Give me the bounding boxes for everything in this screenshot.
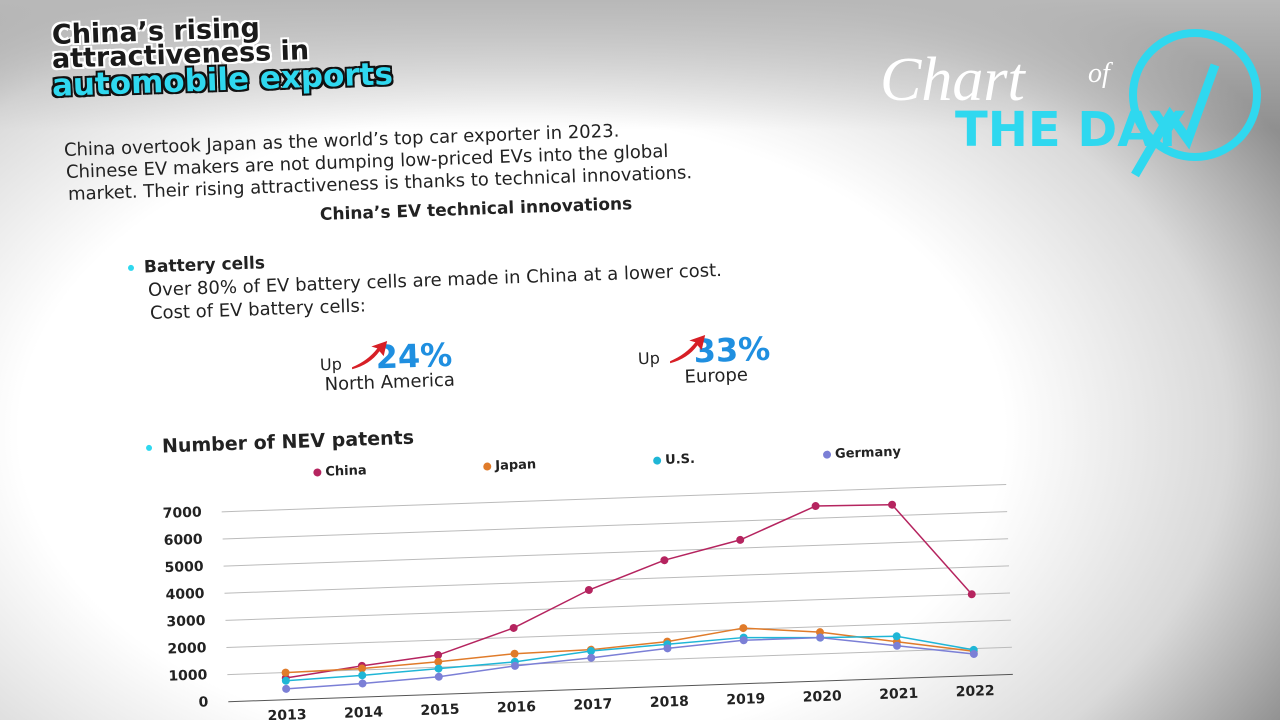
data-point [587,647,596,656]
data-point [893,641,902,650]
x-tick-label: 2021 [879,686,919,703]
x-tick-label: 2015 [420,702,460,719]
grid-line [227,646,1012,676]
grid-line [223,538,1009,567]
data-point [584,586,593,595]
x-tick-label: 2020 [803,688,843,705]
data-point [510,661,519,670]
legend-label: Germany [835,445,902,462]
data-point [660,556,669,565]
data-point [358,679,367,688]
data-point [434,672,443,681]
data-point [281,668,290,677]
logo-of: of [1088,58,1113,89]
stat-arrow [670,334,706,364]
data-point [434,664,443,673]
logo-word: Chart [880,46,1026,114]
series-line [286,636,974,690]
y-tick-label: 6000 [163,532,203,549]
logo: Chart of THE DAY [880,29,1261,178]
data-point [969,649,978,658]
x-tick-label: 2018 [650,694,690,711]
data-point [888,500,897,509]
legend-swatch [483,462,492,471]
grid-line [221,483,1007,513]
data-point [357,664,366,673]
header-band [0,0,1280,130]
data-point [892,632,901,641]
x-tick-label: 2019 [726,691,766,708]
data-point [739,624,748,633]
y-tick-label: 7000 [162,505,202,522]
series-line [285,635,974,682]
legend-label: China [325,463,367,479]
y-tick-label: 0 [198,694,209,710]
data-point [587,653,596,662]
data-point [816,633,825,642]
grid-line [222,511,1008,540]
x-tick-label: 2016 [497,699,537,716]
data-point [811,502,820,511]
data-point [434,651,443,660]
stat: Up 33% Europe [637,330,771,390]
data-point [434,657,443,666]
y-tick-label: 2000 [167,640,207,657]
data-point [510,649,519,658]
data-point [282,684,291,693]
data-point [509,623,518,632]
y-tick-label: 3000 [166,613,206,630]
legend-label: U.S. [665,452,695,468]
x-tick-label: 2014 [344,704,384,720]
stat: Up 24% North America [319,336,456,396]
legend-swatch [313,468,322,477]
stat-arrow [352,340,388,370]
legend-swatch [823,450,832,459]
x-tick-label: 2022 [955,683,995,700]
data-point [736,535,745,544]
legend-label: Japan [494,457,536,473]
logo-ring [1129,29,1261,161]
y-tick-label: 5000 [164,559,204,576]
series-line [285,503,973,679]
grid-line [228,673,1013,703]
data-point [358,671,367,680]
legend-swatch [653,456,662,465]
logo-arrow [1131,63,1220,178]
grid-line [226,619,1011,648]
x-tick-label: 2013 [267,707,307,720]
data-point [663,644,672,653]
data-point [739,636,748,645]
data-point [281,676,290,685]
y-tick-label: 1000 [168,667,208,684]
plot: 0 1000 2000 3000 4000 5000 6000 7000 2013 2014 201… [162,445,1013,720]
grid-line [225,592,1011,621]
y-tick-label: 4000 [165,586,205,603]
data-point [967,590,976,599]
x-tick-label: 2017 [573,696,613,713]
